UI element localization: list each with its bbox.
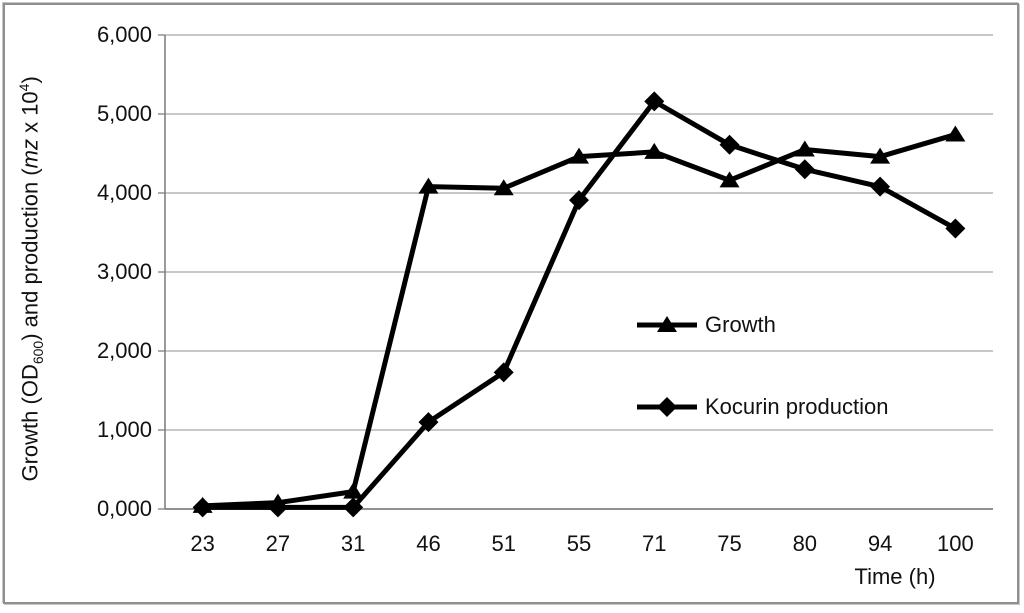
diamond-marker (569, 190, 589, 211)
legend-label-growth: Growth (705, 312, 776, 337)
x-tick-label: 31 (340, 531, 366, 556)
diamond-marker (794, 159, 815, 180)
x-tick-label: 75 (717, 531, 742, 556)
x-tick-label: 100 (937, 531, 974, 556)
y-axis-title: Growth (OD600) and production (mz x 104) (16, 76, 46, 482)
diamond-marker (267, 497, 288, 518)
diamond-marker (945, 218, 966, 239)
triangle-marker (644, 142, 665, 159)
diamond-marker (192, 497, 213, 518)
triangle-marker (870, 147, 891, 164)
x-tick-label: 71 (642, 531, 667, 556)
x-tick-label: 94 (867, 531, 893, 556)
y-tick-label: 2,000 (96, 338, 152, 363)
x-axis-title: Time (h) (854, 564, 936, 589)
x-tick-label: 80 (792, 531, 818, 556)
legend-diamond-icon (657, 397, 677, 417)
x-tick-label: 55 (566, 531, 592, 556)
triangle-marker (719, 171, 740, 188)
y-tick-label: 4,000 (96, 180, 152, 205)
diamond-marker (644, 91, 665, 112)
y-tick-label: 6,000 (96, 22, 152, 47)
diamond-marker (870, 176, 891, 197)
legend-triangle-icon (657, 316, 677, 332)
triangle-marker (569, 147, 589, 164)
diamond-marker (418, 412, 439, 433)
y-tick-label: 5,000 (96, 101, 152, 126)
y-tick-label: 1,000 (96, 417, 152, 442)
x-tick-label: 27 (265, 531, 291, 556)
x-tick-label: 46 (416, 531, 441, 556)
x-tick-label: 23 (190, 531, 215, 556)
legend-label-kocurin: Kocurin production (705, 394, 889, 419)
triangle-marker (493, 179, 514, 196)
triangle-marker (945, 125, 966, 142)
triangle-marker (343, 482, 364, 499)
triangle-marker (794, 140, 815, 157)
diamond-marker (719, 134, 740, 155)
x-tick-label: 51 (491, 531, 516, 556)
y-tick-label: 3,000 (96, 259, 152, 284)
y-tick-label: 0,000 (96, 496, 152, 521)
diamond-marker (343, 497, 364, 518)
triangle-marker (418, 177, 439, 194)
diamond-marker (493, 362, 514, 383)
